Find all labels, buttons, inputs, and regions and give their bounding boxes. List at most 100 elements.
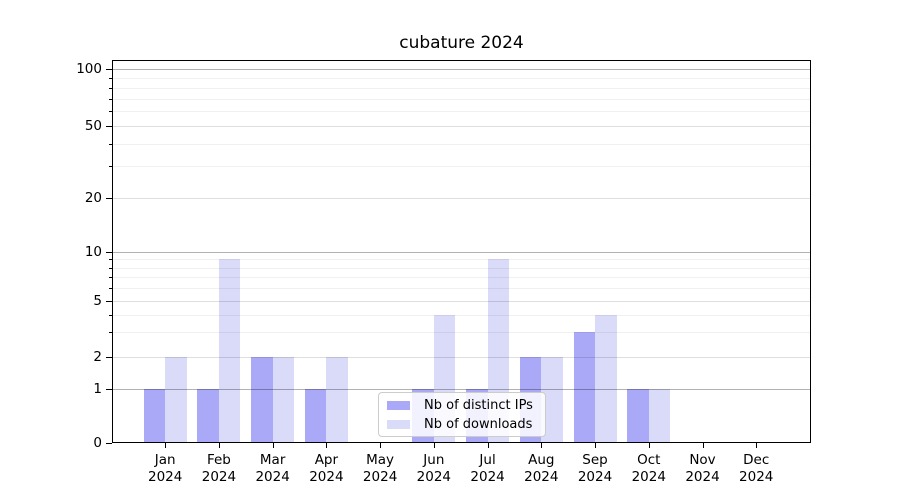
legend-swatch-downloads-icon: [387, 419, 410, 429]
x-tick-label-year: 2024: [416, 469, 452, 485]
x-tick-label-year: 2024: [309, 469, 344, 485]
x-tick-label-year: 2024: [255, 469, 290, 485]
y-tick-0: [106, 443, 112, 444]
y-minor-gridline-6: [112, 288, 811, 290]
x-tick-sep: [595, 443, 597, 448]
x-tick-label-feb: Feb 2024: [189, 452, 249, 486]
x-tick-label-sep: Sep 2024: [565, 452, 625, 486]
bar-downloads-mar: [272, 356, 295, 443]
bar-distinct-ips-feb: [197, 389, 219, 443]
x-tick-label-jan: Jan 2024: [135, 452, 195, 486]
x-tick-label-month: Sep: [582, 452, 608, 468]
x-tick-label-month: Aug: [528, 452, 555, 468]
y-minor-gridline-80: [112, 87, 811, 89]
y-tick-50: [106, 126, 112, 128]
x-tick-label-jul: Jul 2024: [458, 452, 518, 486]
y-minor-tick-9: [109, 259, 112, 261]
bar-distinct-ips-apr: [304, 389, 327, 443]
legend-item-distinct-ips: Nb of distinct IPs: [387, 398, 545, 413]
y-minor-gridline-70: [112, 98, 811, 100]
legend-item-downloads: Nb of downloads: [387, 417, 545, 432]
x-tick-label-year: 2024: [631, 469, 666, 485]
y-tick-100: [106, 69, 112, 71]
y-tick-5: [106, 301, 112, 302]
x-tick-label-month: Nov: [689, 452, 716, 468]
x-tick-label-month: Oct: [637, 452, 661, 468]
y-minor-tick-70: [109, 98, 112, 100]
x-tick-label-year: 2024: [148, 469, 183, 485]
y-gridline-100: [112, 69, 811, 71]
bar-distinct-ips-mar: [251, 356, 273, 443]
x-tick-label-year: 2024: [524, 469, 559, 485]
bar-downloads-apr: [326, 356, 348, 443]
x-tick-oct: [648, 443, 650, 448]
y-tick-label-20: 20: [84, 190, 102, 207]
legend-swatch-distinct-ips-icon: [387, 400, 410, 410]
y-tick-20: [106, 198, 112, 200]
y-gridline-20: [112, 198, 811, 200]
x-tick-label-mar: Mar 2024: [243, 452, 303, 486]
bar-downloads-feb: [218, 259, 241, 443]
y-minor-tick-8: [109, 267, 112, 269]
x-tick-apr: [326, 443, 328, 448]
y-minor-tick-80: [109, 87, 112, 89]
x-tick-label-oct: Oct 2024: [619, 452, 679, 486]
y-minor-gridline-4: [112, 314, 811, 316]
x-tick-label-jun: Jun 2024: [404, 452, 464, 486]
y-minor-tick-3: [109, 332, 112, 334]
x-tick-may: [380, 443, 382, 448]
x-tick-nov: [702, 443, 704, 448]
y-minor-gridline-7: [112, 277, 811, 279]
x-tick-jul: [487, 443, 489, 448]
bar-distinct-ips-sep: [573, 332, 596, 443]
x-tick-label-month: Jan: [154, 452, 176, 468]
bar-downloads-sep: [595, 314, 617, 443]
y-gridline-5: [112, 301, 811, 302]
x-tick-label-aug: Aug 2024: [511, 452, 571, 486]
y-tick-label-50: 50: [84, 118, 102, 135]
x-tick-jun: [433, 443, 435, 448]
x-tick-label-year: 2024: [201, 469, 237, 485]
y-gridline-1: [112, 389, 811, 390]
y-minor-gridline-9: [112, 259, 811, 261]
x-tick-label-month: Feb: [206, 452, 231, 468]
x-tick-label-may: May 2024: [350, 452, 410, 486]
y-tick-label-1: 1: [93, 381, 102, 397]
y-minor-tick-90: [109, 77, 112, 79]
y-minor-gridline-60: [112, 111, 811, 113]
y-minor-tick-30: [109, 166, 112, 168]
y-tick-label-2: 2: [93, 348, 102, 365]
x-tick-label-month: Jul: [479, 452, 496, 468]
chart-title: cubature 2024: [399, 33, 524, 53]
x-tick-feb: [218, 443, 220, 448]
y-tick-label-100: 100: [76, 61, 102, 78]
bar-distinct-ips-jan: [143, 389, 166, 443]
y-minor-gridline-90: [112, 77, 811, 79]
y-minor-tick-4: [109, 314, 112, 316]
legend-label-distinct-ips: Nb of distinct IPs: [424, 397, 533, 413]
x-tick-jan: [165, 443, 167, 448]
y-minor-tick-6: [109, 288, 112, 290]
y-tick-label-5: 5: [93, 293, 102, 309]
x-tick-label-dec: Dec 2024: [726, 452, 786, 486]
x-tick-label-year: 2024: [739, 469, 774, 485]
y-minor-gridline-8: [112, 267, 811, 269]
legend-label-downloads: Nb of downloads: [424, 416, 533, 432]
x-tick-label-month: May: [366, 452, 395, 468]
y-minor-tick-60: [109, 111, 112, 113]
y-minor-gridline-3: [112, 332, 811, 334]
x-tick-mar: [272, 443, 274, 448]
x-tick-aug: [541, 443, 543, 448]
x-tick-label-month: Apr: [314, 452, 339, 468]
y-minor-tick-40: [109, 143, 112, 145]
y-tick-label-10: 10: [84, 243, 102, 260]
x-tick-label-apr: Apr 2024: [296, 452, 356, 486]
x-tick-label-month: Mar: [259, 452, 286, 468]
x-tick-label-year: 2024: [685, 469, 720, 485]
y-tick-1: [106, 389, 112, 390]
bar-downloads-oct: [648, 389, 671, 443]
x-tick-label-year: 2024: [577, 469, 613, 485]
y-gridline-2: [112, 356, 811, 358]
plot-area: [112, 60, 811, 443]
